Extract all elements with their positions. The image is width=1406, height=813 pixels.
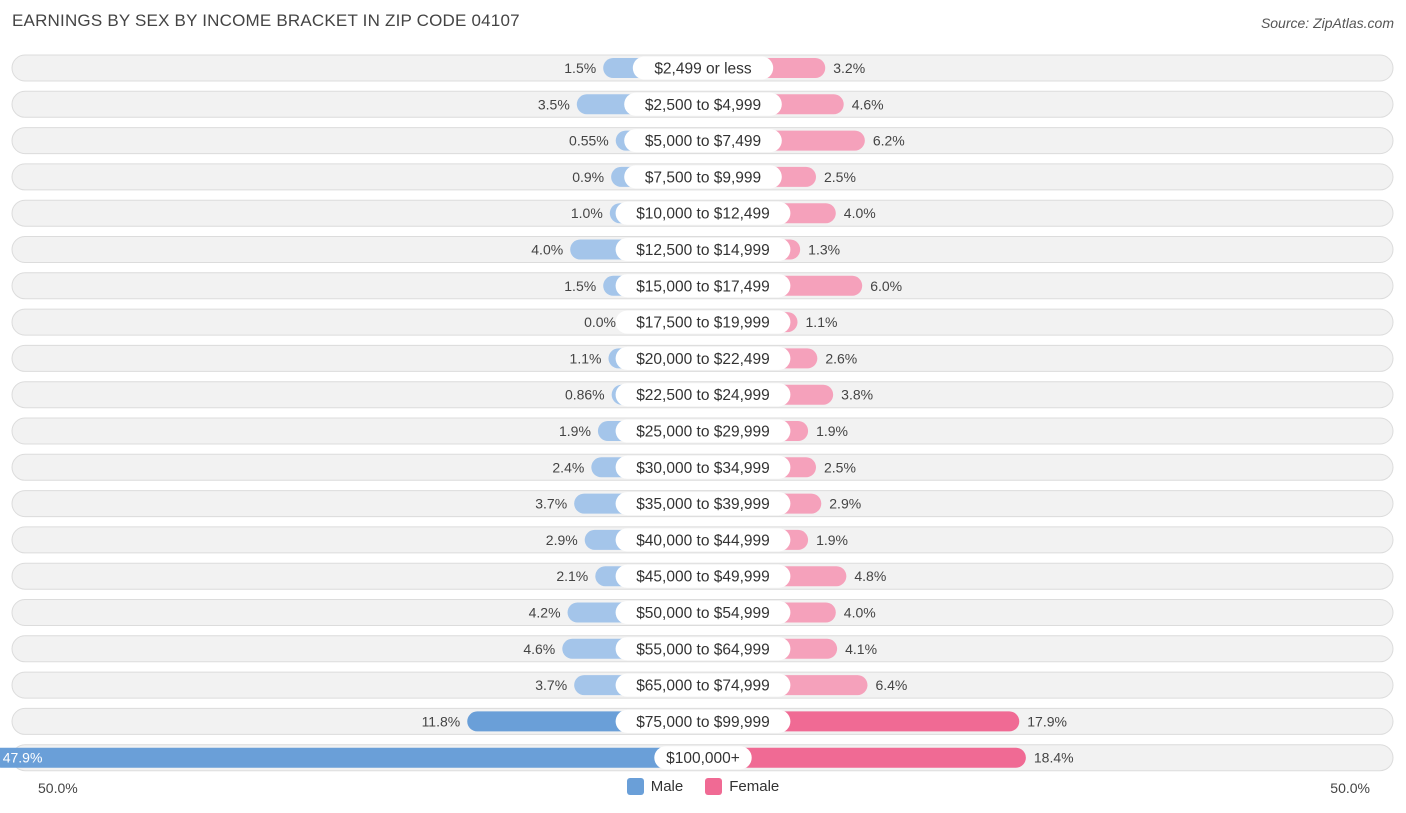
female-value-label: 4.0%: [844, 605, 876, 621]
category-pill: [615, 238, 791, 261]
category-pill: [615, 492, 791, 516]
category-pill: [615, 419, 791, 443]
category-pill: [615, 201, 791, 225]
category-label: $12,500 to $14,999: [636, 242, 770, 259]
female-value-label: 3.8%: [841, 387, 873, 403]
male-value-label: 0.55%: [569, 133, 609, 149]
male-value-label: 1.1%: [570, 350, 602, 366]
male-bar: [0, 747, 703, 768]
legend-item-female: Female: [705, 778, 779, 795]
category-pill: [615, 346, 791, 370]
male-value-label: 1.0%: [571, 205, 603, 221]
legend-swatch-male: [626, 778, 644, 795]
legend-label-female: Female: [729, 778, 780, 795]
category-pill: [615, 637, 791, 661]
category-label: $10,000 to $12,499: [636, 206, 770, 223]
female-value-label: 4.6%: [852, 96, 884, 112]
category-pill: [624, 92, 782, 116]
category-label: $22,500 to $24,999: [636, 387, 770, 404]
category-label: $100,000+: [666, 750, 740, 767]
female-value-label: 6.0%: [870, 278, 902, 294]
female-value-label: 1.1%: [806, 314, 838, 330]
axis-min-label: 50.0%: [38, 780, 78, 796]
category-label: $50,000 to $54,999: [636, 605, 770, 622]
category-pill: [624, 165, 782, 189]
female-value-label: 2.5%: [824, 169, 856, 185]
category-pill: [615, 383, 791, 407]
category-pill: [615, 564, 791, 588]
category-label: $65,000 to $74,999: [636, 678, 770, 695]
category-pill: [615, 673, 791, 697]
legend-item-male: Male: [626, 778, 684, 795]
male-value-label: 4.2%: [529, 605, 561, 621]
category-label: $30,000 to $34,999: [636, 460, 770, 477]
female-value-label: 4.1%: [845, 641, 877, 657]
category-label: $2,499 or less: [654, 61, 752, 78]
male-value-label: 4.6%: [523, 641, 555, 657]
category-label: $35,000 to $39,999: [636, 496, 770, 513]
female-value-label: 4.8%: [854, 568, 886, 584]
axis-max-label: 50.0%: [1330, 780, 1370, 796]
female-bar: [703, 747, 1026, 768]
male-value-label: 3.5%: [538, 96, 570, 112]
chart-title: EARNINGS BY SEX BY INCOME BRACKET IN ZIP…: [12, 11, 520, 30]
category-pill: [615, 709, 791, 733]
source-note: Source: ZipAtlas.com: [1260, 15, 1394, 31]
category-pill: [615, 528, 791, 552]
female-value-label: 1.3%: [808, 242, 840, 258]
male-value-label: 1.5%: [564, 278, 596, 294]
category-pill: [624, 129, 782, 153]
legend-label-male: Male: [650, 778, 684, 795]
male-value-label: 0.0%: [584, 314, 616, 330]
male-value-label: 2.4%: [552, 459, 584, 475]
category-label: $45,000 to $49,999: [636, 569, 770, 586]
category-label: $5,000 to $7,499: [645, 133, 761, 150]
male-value-label: 11.8%: [422, 713, 461, 729]
male-value-label: 2.9%: [546, 532, 578, 548]
male-value-label: 0.9%: [572, 169, 604, 185]
category-pill: [654, 746, 752, 770]
category-label: $55,000 to $64,999: [636, 641, 770, 658]
male-value-label: 2.1%: [556, 568, 588, 584]
category-pill: [615, 601, 791, 624]
male-value-label: 3.7%: [535, 677, 567, 693]
category-pill: [632, 56, 774, 80]
category-label: $17,500 to $19,999: [636, 315, 770, 332]
legend: Male Female: [0, 778, 1406, 795]
female-value-label: 2.6%: [825, 350, 857, 366]
female-value-label: 2.9%: [829, 496, 861, 512]
male-value-label: 0.86%: [565, 387, 605, 403]
category-label: $15,000 to $17,499: [636, 278, 770, 295]
category-label: $20,000 to $22,499: [636, 351, 770, 368]
male-value-label: 4.0%: [531, 242, 563, 258]
male-value-label: 1.9%: [559, 423, 591, 439]
female-value-label: 3.2%: [833, 60, 865, 76]
male-value-label: 3.7%: [535, 496, 567, 512]
category-label: $75,000 to $99,999: [636, 714, 770, 731]
category-label: $25,000 to $29,999: [636, 424, 770, 441]
female-value-label: 1.9%: [816, 532, 848, 548]
female-value-label: 1.9%: [816, 423, 848, 439]
female-value-label: 17.9%: [1027, 713, 1067, 729]
female-value-label: 6.2%: [873, 133, 905, 149]
male-value-label: 47.9%: [3, 750, 43, 766]
category-label: $2,500 to $4,999: [645, 97, 761, 114]
category-pill: [615, 455, 791, 479]
male-value-label: 1.5%: [564, 60, 596, 76]
category-pill: [615, 310, 791, 334]
category-label: $7,500 to $9,999: [645, 169, 761, 186]
female-value-label: 2.5%: [824, 459, 856, 475]
legend-swatch-female: [705, 778, 723, 795]
category-label: $40,000 to $44,999: [636, 532, 770, 549]
female-value-label: 6.4%: [875, 677, 907, 693]
female-value-label: 4.0%: [844, 205, 876, 221]
female-value-label: 18.4%: [1034, 750, 1074, 766]
category-pill: [615, 274, 791, 298]
